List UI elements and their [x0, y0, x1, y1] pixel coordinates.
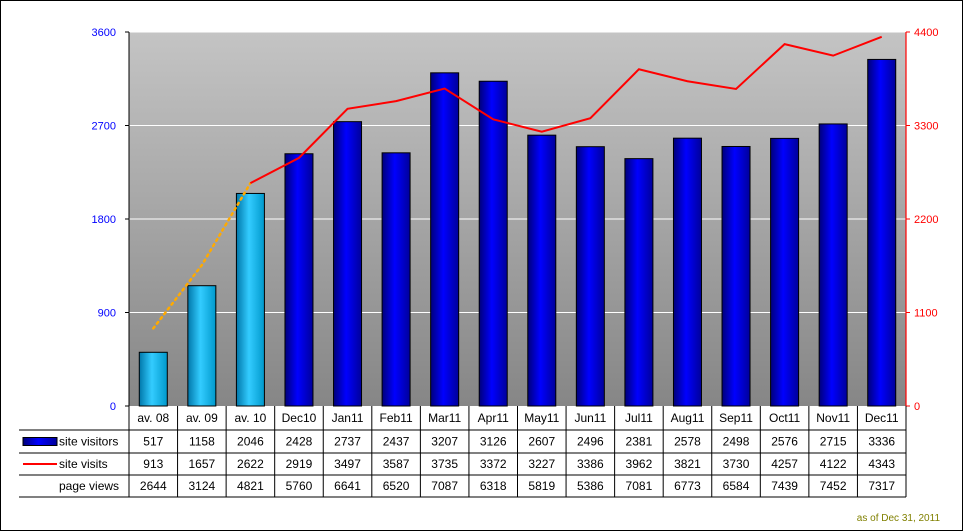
- bar-site-visitors-jul11: [624, 158, 654, 407]
- x-axis-category-label: Jan11: [332, 411, 364, 425]
- table-value-site-visitors: 2576: [771, 435, 798, 449]
- table-value-site-visits: 1657: [188, 457, 215, 471]
- x-axis-category-label: Jul11: [625, 411, 653, 425]
- x-axis-category-label: Nov11: [816, 411, 850, 425]
- bar-site-visitors-aug11: [672, 137, 702, 407]
- table-value-site-visits: 2919: [286, 457, 313, 471]
- table-value-page-views: 6641: [334, 479, 361, 493]
- bar-site-visitors-dec10: [284, 153, 314, 407]
- table-value-site-visitors: 2737: [334, 435, 361, 449]
- table-value-page-views: 4821: [237, 479, 264, 493]
- bar-site-visitors-sep11: [721, 145, 751, 407]
- table-value-page-views: 7439: [771, 479, 798, 493]
- x-axis-category-label: Mar11: [428, 411, 461, 425]
- bar-site-visitors-nov11: [818, 123, 848, 407]
- right-axis-tick-label: 0: [914, 401, 920, 413]
- table-value-site-visitors: 2607: [528, 435, 555, 449]
- table-value-page-views: 7081: [626, 479, 653, 493]
- table-value-page-views: 5760: [286, 479, 313, 493]
- left-axis-tick-label: 3600: [92, 27, 116, 39]
- legend-label-page-views: page views: [59, 479, 119, 493]
- table-value-site-visitors: 1158: [189, 435, 215, 449]
- table-value-page-views: 6773: [674, 479, 701, 493]
- x-axis-category-label: Apr11: [478, 411, 509, 425]
- table-value-site-visits: 3587: [383, 457, 410, 471]
- x-axis-category-label: May11: [524, 411, 559, 425]
- bar-site-visitors-dec11: [867, 58, 897, 407]
- table-value-page-views: 6318: [480, 479, 507, 493]
- table-value-site-visits: 4257: [771, 457, 798, 471]
- table-value-site-visits: 3730: [723, 457, 750, 471]
- table-value-site-visits: 3735: [431, 457, 458, 471]
- x-axis-category-label: Jun11: [574, 411, 606, 425]
- bar-site-visitors-av09: [187, 285, 217, 407]
- table-value-site-visits: 913: [143, 457, 163, 471]
- bar-site-visitors-apr11: [478, 80, 508, 407]
- table-value-page-views: 7317: [868, 479, 895, 493]
- bar-site-visitors-may11: [527, 134, 557, 407]
- right-axis-tick-label: 1100: [914, 308, 938, 320]
- table-value-site-visits: 3372: [480, 457, 507, 471]
- x-axis-category-label: Dec11: [865, 411, 899, 425]
- right-axis-tick-label: 2200: [914, 214, 938, 226]
- table-value-site-visitors: 3126: [480, 435, 507, 449]
- left-axis-tick-label: 900: [98, 308, 116, 320]
- table-value-site-visitors: 2498: [723, 435, 750, 449]
- bar-site-visitors-av08: [138, 351, 168, 407]
- x-axis-category-label: Feb11: [380, 411, 413, 425]
- table-value-site-visitors: 2715: [820, 435, 847, 449]
- x-axis-category-label: Aug11: [671, 411, 705, 425]
- table-value-site-visits: 3386: [577, 457, 604, 471]
- left-axis-tick-label: 2700: [92, 121, 116, 133]
- x-axis-category-label: Sep11: [719, 411, 753, 425]
- x-axis-category-label: av. 10: [235, 411, 267, 425]
- table-value-site-visits: 2622: [237, 457, 264, 471]
- table-value-page-views: 3124: [188, 479, 215, 493]
- table-value-site-visitors: 2437: [383, 435, 410, 449]
- table-value-page-views: 5819: [528, 479, 555, 493]
- left-axis-tick-label: 0: [110, 401, 116, 413]
- site-visits-line: [249, 35, 883, 185]
- table-value-page-views: 6520: [383, 479, 410, 493]
- legend-key-site-visitors: [22, 437, 58, 446]
- legend-label-site-visits: site visits: [59, 457, 108, 471]
- bar-site-visitors-oct11: [770, 137, 800, 407]
- site-visits-average-line: [152, 181, 252, 330]
- table-value-site-visits: 4122: [820, 457, 847, 471]
- table-value-site-visitors: 2578: [674, 435, 701, 449]
- bar-site-visitors-jan11: [333, 121, 363, 407]
- table-value-site-visitors: 2046: [237, 435, 264, 449]
- legend-label-site-visitors: site visitors: [59, 435, 118, 449]
- right-axis-tick-label: 3300: [914, 121, 938, 133]
- table-value-site-visitors: 3207: [431, 435, 458, 449]
- table-value-page-views: 6584: [723, 479, 750, 493]
- table-value-page-views: 5386: [577, 479, 604, 493]
- bar-site-visitors-jun11: [575, 146, 605, 407]
- table-value-site-visitors: 2428: [286, 435, 313, 449]
- table-value-site-visits: 3821: [674, 457, 701, 471]
- table-value-page-views: 2644: [140, 479, 167, 493]
- table-value-site-visitors: 2381: [626, 435, 653, 449]
- x-axis-category-label: av. 08: [137, 411, 169, 425]
- left-axis-tick-label: 1800: [92, 214, 116, 226]
- bar-site-visitors-mar11: [430, 72, 460, 407]
- table-value-site-visitors: 2496: [577, 435, 604, 449]
- table-value-site-visits: 3497: [334, 457, 361, 471]
- bar-site-visitors-av10: [235, 192, 265, 407]
- x-axis-category-label: Oct11: [769, 411, 800, 425]
- right-axis-tick-label: 4400: [914, 27, 938, 39]
- table-value-site-visitors: 3336: [868, 435, 895, 449]
- table-value-page-views: 7087: [431, 479, 458, 493]
- x-axis-category-label: Dec10: [282, 411, 317, 425]
- table-value-site-visitors: 517: [143, 435, 163, 449]
- bar-site-visitors-feb11: [381, 152, 411, 407]
- x-axis-category-label: av. 09: [186, 411, 218, 425]
- table-value-page-views: 7452: [820, 479, 847, 493]
- table-value-site-visits: 4343: [868, 457, 895, 471]
- table-value-site-visits: 3962: [626, 457, 653, 471]
- footnote: as of Dec 31, 2011: [856, 513, 940, 524]
- table-value-site-visits: 3227: [528, 457, 555, 471]
